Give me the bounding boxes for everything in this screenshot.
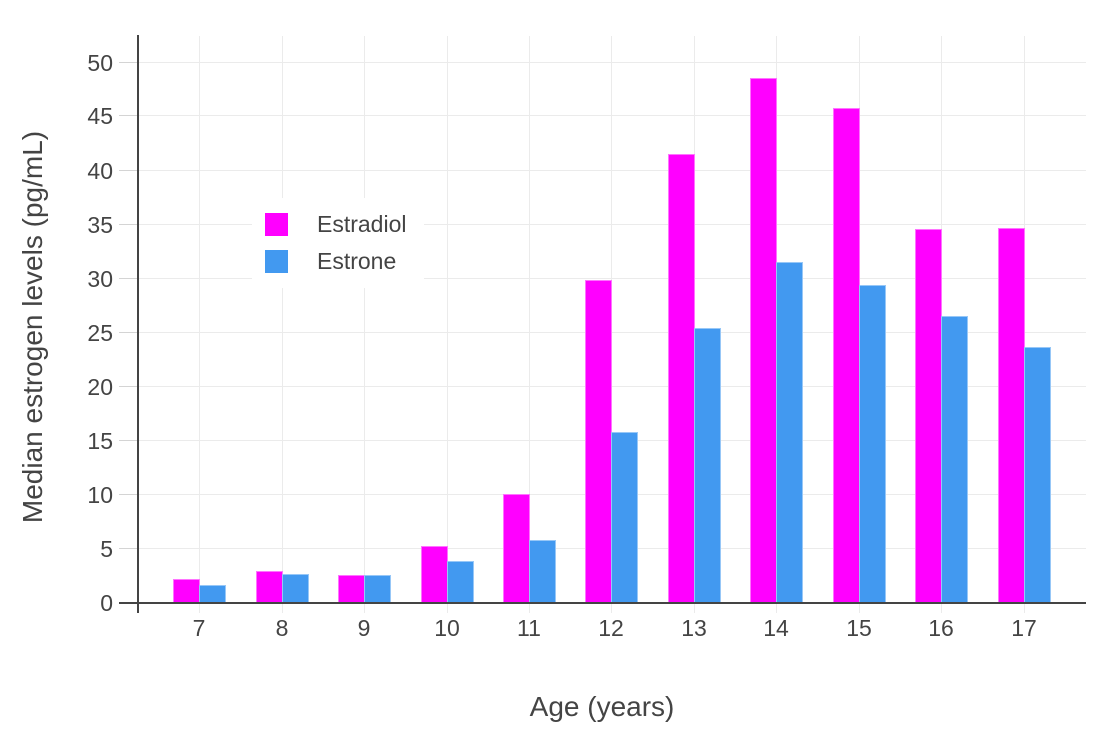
gridline-x-7 xyxy=(199,36,200,613)
bar-estrone-age-17 xyxy=(1024,347,1051,603)
legend: Estradiol Estrone xyxy=(252,198,425,288)
gridline-y-45 xyxy=(137,115,1086,116)
y-axis-title: Median estrogen levels (pg/mL) xyxy=(17,130,48,524)
legend-label-estradiol: Estradiol xyxy=(317,211,407,237)
bar-estradiol-age-15 xyxy=(833,108,860,603)
x-tick-label-7: 7 xyxy=(192,615,206,641)
x-tick-label-15: 15 xyxy=(846,615,872,641)
gridline-x-10 xyxy=(447,36,448,613)
legend-label-estrone: Estrone xyxy=(317,248,397,274)
gridline-y-30 xyxy=(137,278,1086,279)
y-tick-label-5: 5 xyxy=(100,536,113,562)
legend-item-estrone[interactable]: Estrone xyxy=(265,243,406,280)
gridline-y-35 xyxy=(137,224,1086,225)
bar-estrone-age-10 xyxy=(447,561,474,603)
legend-item-estradiol[interactable]: Estradiol xyxy=(265,206,406,243)
bar-estradiol-age-16 xyxy=(915,229,942,603)
x-tick-label-14: 14 xyxy=(763,615,789,641)
y-tick-mark-25 xyxy=(119,332,137,333)
y-tick-label-25: 25 xyxy=(87,320,113,346)
y-tick-mark-45 xyxy=(119,115,137,116)
bar-estrone-age-8 xyxy=(282,574,309,603)
y-tick-mark-20 xyxy=(119,386,137,387)
bar-estradiol-age-13 xyxy=(668,154,695,603)
y-tick-mark-5 xyxy=(119,548,137,549)
x-axis-line xyxy=(119,602,1086,604)
bar-estradiol-age-11 xyxy=(503,494,530,603)
bar-estradiol-age-7 xyxy=(173,579,200,603)
bar-estrone-age-9 xyxy=(364,575,391,603)
estrone-swatch-icon xyxy=(265,250,288,273)
gridline-y-50 xyxy=(137,62,1086,63)
bar-estrone-age-7 xyxy=(199,585,226,603)
bar-estradiol-age-17 xyxy=(998,228,1025,603)
y-tick-mark-30 xyxy=(119,278,137,279)
y-tick-label-50: 50 xyxy=(87,50,113,76)
x-tick-label-16: 16 xyxy=(928,615,954,641)
bar-estrone-age-11 xyxy=(529,540,556,603)
bar-estrone-age-16 xyxy=(941,316,968,603)
gridline-x-8 xyxy=(282,36,283,613)
gridline-y-25 xyxy=(137,332,1086,333)
y-tick-mark-35 xyxy=(119,224,137,225)
y-tick-label-35: 35 xyxy=(87,212,113,238)
y-tick-label-10: 10 xyxy=(87,482,113,508)
bar-estradiol-age-8 xyxy=(256,571,283,603)
bar-estrone-age-15 xyxy=(859,285,886,603)
bar-estradiol-age-10 xyxy=(421,546,448,603)
bar-estrone-age-14 xyxy=(776,262,803,603)
y-tick-mark-15 xyxy=(119,440,137,441)
y-tick-mark-40 xyxy=(119,170,137,171)
x-tick-label-13: 13 xyxy=(681,615,707,641)
bar-estradiol-age-9 xyxy=(338,575,365,603)
x-tick-label-8: 8 xyxy=(275,615,289,641)
x-tick-label-12: 12 xyxy=(598,615,624,641)
x-tick-label-9: 9 xyxy=(357,615,371,641)
x-tick-label-17: 17 xyxy=(1011,615,1037,641)
gridline-x-17 xyxy=(1024,36,1025,613)
gridline-x-11 xyxy=(529,36,530,613)
gridline-x-12 xyxy=(611,36,612,613)
y-tick-mark-50 xyxy=(119,62,137,63)
x-tick-label-11: 11 xyxy=(517,615,541,641)
y-tick-label-20: 20 xyxy=(87,374,113,400)
bar-estrone-age-13 xyxy=(694,328,721,603)
y-tick-label-0: 0 xyxy=(100,590,113,616)
y-tick-label-30: 30 xyxy=(87,266,113,292)
gridline-y-20 xyxy=(137,386,1086,387)
bar-estradiol-age-14 xyxy=(750,78,777,603)
y-tick-label-15: 15 xyxy=(87,428,113,454)
x-axis-title: Age (years) xyxy=(529,691,675,722)
bar-estradiol-age-12 xyxy=(585,280,612,603)
gridline-y-40 xyxy=(137,170,1086,171)
y-tick-label-45: 45 xyxy=(87,103,113,129)
gridline-x-13 xyxy=(694,36,695,613)
estradiol-swatch-icon xyxy=(265,213,288,236)
y-tick-mark-10 xyxy=(119,494,137,495)
x-tick-label-10: 10 xyxy=(434,615,460,641)
gridline-x-9 xyxy=(364,36,365,613)
y-axis-line xyxy=(137,35,139,613)
bar-estrone-age-12 xyxy=(611,432,638,603)
y-tick-label-40: 40 xyxy=(87,158,113,184)
